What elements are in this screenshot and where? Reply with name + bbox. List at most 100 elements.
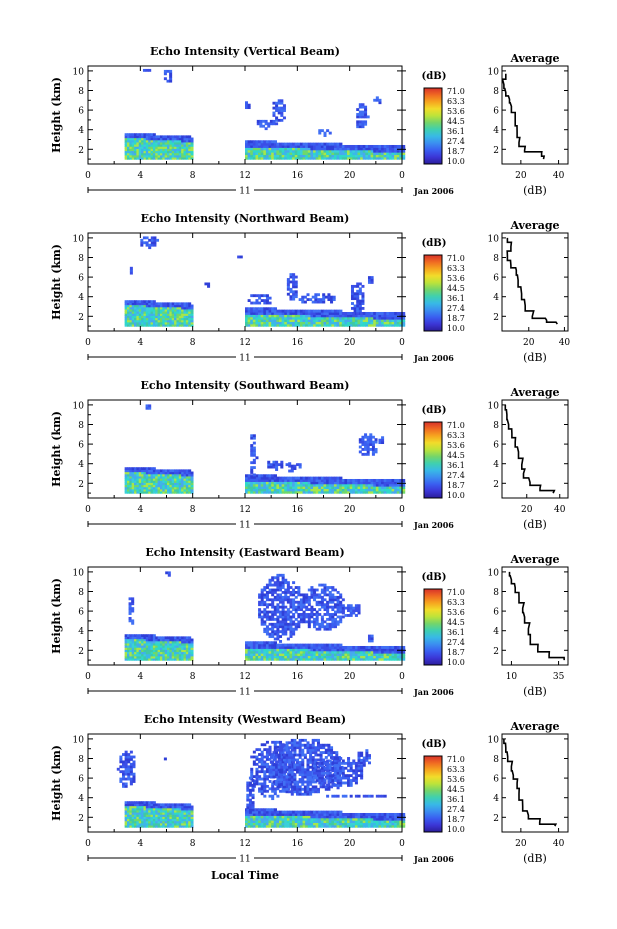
heatmap-cell: [396, 149, 400, 153]
heatmap-cell: [148, 471, 152, 475]
x-tick-label: 4: [137, 171, 143, 181]
heatmap-cell: [169, 480, 173, 483]
heatmap-cell: [169, 475, 173, 479]
heatmap-cell: [150, 642, 154, 646]
heatmap-cell: [247, 142, 251, 146]
heatmap-cell: [252, 147, 257, 151]
heatmap-cell: [373, 645, 377, 649]
heatmap-cell: [292, 655, 296, 659]
heatmap-cell: [281, 600, 285, 604]
heatmap-cell: [284, 645, 288, 649]
heatmap-cell: [157, 820, 161, 824]
heatmap-cell: [181, 651, 185, 655]
heatmap-cell: [286, 319, 291, 322]
heatmap-cell: [394, 147, 398, 151]
heatmap-cell: [336, 591, 340, 594]
heatmap-cell: [362, 314, 366, 318]
heatmap-cell: [255, 314, 259, 318]
heatmap-cell: [292, 321, 296, 325]
heatmap-cell: [145, 655, 149, 659]
x-tick-label: 20: [344, 672, 356, 682]
heatmap-cell: [289, 142, 293, 146]
heatmap-cell: [181, 636, 185, 640]
average-y-tick-label: 8: [493, 87, 499, 97]
heatmap-cell: [171, 321, 175, 325]
heatmap-cell: [134, 141, 138, 145]
heatmap-cell: [378, 653, 382, 656]
heatmap-cell: [370, 645, 374, 649]
heatmap-cell: [281, 650, 285, 654]
heatmap-cell: [129, 473, 133, 477]
heatmap-cell: [388, 822, 393, 826]
heatmap-cell: [354, 323, 359, 327]
heatmap-cell: [150, 475, 154, 479]
heatmap-cell: [188, 323, 192, 327]
heatmap-cell: [386, 154, 390, 158]
heatmap-cell: [279, 630, 283, 634]
heatmap-cell: [349, 815, 353, 819]
heatmap-cell: [265, 820, 270, 823]
heatmap-cell: [247, 316, 251, 320]
heatmap-cell: [167, 319, 170, 323]
heatmap-cell: [383, 815, 387, 819]
heatmap-cell: [276, 620, 280, 624]
heatmap-cell: [183, 154, 187, 158]
heatmap-cell: [134, 647, 138, 650]
heatmap-cell: [138, 486, 142, 490]
heatmap-cell: [152, 478, 156, 481]
heatmap-cell: [358, 289, 362, 293]
heatmap-cell: [362, 481, 366, 485]
heatmap-cell: [344, 648, 348, 652]
heatmap-cell: [185, 807, 189, 811]
heatmap-cell: [279, 147, 283, 151]
heatmap-cell: [258, 144, 262, 148]
heatmap-cell: [157, 306, 161, 310]
heatmap-cell: [145, 243, 149, 247]
heatmap-cell: [302, 822, 306, 826]
y-tick-label: 4: [78, 126, 84, 136]
heatmap-cell: [289, 154, 293, 158]
heatmap-cell: [136, 824, 140, 828]
heatmap-cell: [138, 475, 142, 479]
heatmap-cell: [181, 304, 185, 308]
heatmap-cell: [271, 815, 275, 819]
heatmap-cell: [305, 149, 309, 153]
heatmap-cell: [174, 146, 178, 149]
heatmap-cell: [292, 285, 296, 289]
heatmap-cell: [281, 147, 285, 151]
heatmap-cell: [260, 593, 264, 597]
heatmap-cell: [258, 140, 262, 144]
heatmap-cell: [279, 595, 283, 599]
heatmap-cell: [333, 817, 338, 821]
heatmap-cell: [157, 321, 161, 325]
heatmap-cell: [276, 645, 280, 649]
colorbar-tick-label: 27.4: [447, 137, 465, 146]
heatmap-cell: [134, 311, 138, 314]
heatmap-cell: [370, 657, 374, 661]
heatmap-cell: [275, 460, 279, 464]
heatmap-cell: [323, 486, 327, 489]
heatmap-cell: [148, 480, 152, 483]
heatmap-cell: [294, 481, 298, 485]
heatmap-cell: [143, 475, 147, 479]
heatmap-cell: [247, 476, 251, 480]
heatmap-cell: [169, 154, 173, 158]
heatmap-cell: [155, 812, 159, 815]
heatmap-cell: [361, 110, 365, 114]
heatmap-cell: [388, 154, 393, 158]
heatmap-cell: [143, 469, 147, 473]
heatmap-cell: [181, 308, 185, 312]
heatmap-cell: [155, 154, 159, 158]
heatmap-cell: [260, 154, 264, 158]
heatmap-cell: [268, 632, 272, 636]
heatmap-cell: [178, 469, 182, 473]
heatmap-cell: [152, 133, 156, 136]
heatmap-cell: [328, 643, 332, 647]
heatmap-cell: [375, 657, 380, 661]
heatmap-cell: [331, 824, 335, 828]
heatmap-cell: [370, 311, 374, 315]
heatmap-cell: [260, 140, 264, 144]
heatmap-cell: [339, 617, 343, 621]
heatmap-cell: [370, 276, 374, 279]
heatmap-cell: [299, 815, 304, 819]
